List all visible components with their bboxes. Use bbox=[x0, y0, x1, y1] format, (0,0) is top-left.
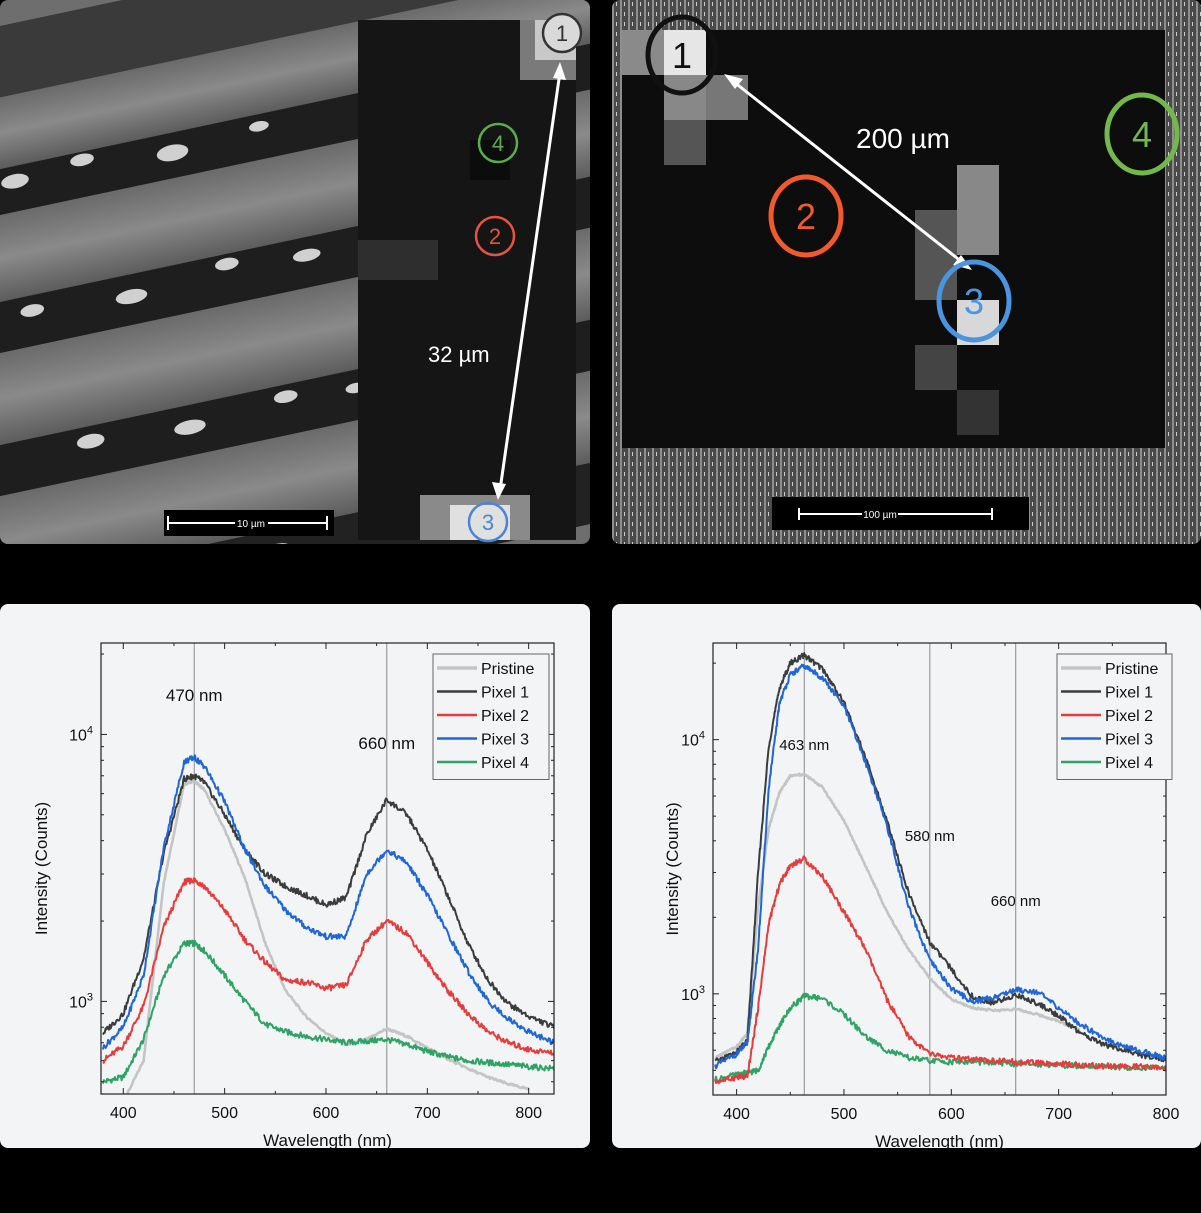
scale-bar: 100 µm bbox=[772, 497, 1029, 530]
y-tick-label: 104 bbox=[681, 730, 705, 750]
marker-1: 1 bbox=[541, 12, 583, 54]
x-tick-label: 400 bbox=[110, 1105, 137, 1122]
x-axis-label: Wavelength (nm) bbox=[875, 1132, 1004, 1148]
x-tick-label: 500 bbox=[211, 1105, 238, 1122]
series-line-pixel-1 bbox=[102, 773, 554, 1036]
legend-label: Pixel 4 bbox=[481, 755, 529, 772]
marker-3: 3 bbox=[936, 259, 1012, 343]
peak-annotation: 463 nm bbox=[779, 737, 829, 754]
legend-label: Pixel 3 bbox=[481, 732, 529, 749]
distance-arrow bbox=[492, 62, 566, 500]
peak-annotation: 660 nm bbox=[991, 893, 1041, 910]
distance-label: 32 µm bbox=[428, 342, 490, 367]
y-tick-label: 103 bbox=[69, 991, 93, 1011]
series-line-pixel-3 bbox=[102, 754, 554, 1050]
series-line-pixel-3 bbox=[714, 663, 1166, 1070]
plot-frame bbox=[712, 642, 1167, 1096]
svg-text:1: 1 bbox=[672, 35, 692, 76]
svg-text:2: 2 bbox=[796, 196, 816, 237]
marker-4: 4 bbox=[1104, 92, 1180, 176]
y-tick-label: 103 bbox=[681, 984, 705, 1004]
series-line-pixel-4 bbox=[102, 939, 554, 1084]
panel-b-image: 200 µm 1 2 3 4 100 µm bbox=[612, 0, 1201, 544]
plot-frame bbox=[100, 642, 555, 1095]
x-axis-label: Wavelength (nm) bbox=[263, 1131, 392, 1148]
spectrum-chart-left: 400 500 600 700 800 103 104 Wavelength (nm) Inte… bbox=[32, 642, 555, 1148]
svg-text:1: 1 bbox=[556, 21, 568, 46]
svg-text:10 µm: 10 µm bbox=[237, 519, 265, 530]
x-tick-label: 600 bbox=[313, 1105, 340, 1122]
y-axis-label: Intensity (Counts) bbox=[663, 802, 682, 935]
svg-text:100 µm: 100 µm bbox=[863, 510, 897, 521]
x-tick-label: 600 bbox=[938, 1106, 965, 1123]
series-line-pixel-1 bbox=[714, 652, 1166, 1063]
legend-label: Pixel 1 bbox=[481, 685, 529, 702]
legend-label: Pixel 2 bbox=[1105, 708, 1153, 725]
x-tick-label: 500 bbox=[831, 1106, 858, 1123]
marker-2: 2 bbox=[768, 174, 844, 258]
panel-a-image: 32 µm 1 4 2 3 10 µm bbox=[0, 0, 590, 544]
marker-1: 1 bbox=[645, 14, 719, 96]
distance-label: 200 µm bbox=[856, 123, 950, 154]
legend-label: Pixel 2 bbox=[481, 708, 529, 725]
legend-label: Pixel 1 bbox=[1105, 685, 1153, 702]
panel-b-sem-map: 200 µm 1 2 3 4 100 µm bbox=[612, 0, 1201, 544]
peak-annotation: 470 nm bbox=[166, 686, 223, 705]
svg-text:3: 3 bbox=[482, 510, 494, 535]
svg-text:3: 3 bbox=[964, 281, 984, 322]
y-axis-label: Intensity (Counts) bbox=[32, 802, 51, 935]
x-tick-label: 400 bbox=[723, 1106, 750, 1123]
svg-text:4: 4 bbox=[1132, 114, 1152, 155]
chart-legend: Pristine Pixel 1 Pixel 2 Pixel 3 Pixel 4 bbox=[432, 653, 550, 780]
series-line-pristine bbox=[125, 778, 530, 1094]
y-tick-label: 104 bbox=[69, 724, 93, 744]
scale-bar: 10 µm bbox=[164, 510, 334, 536]
chart-panel-left: 400 500 600 700 800 103 104 Wavelength (nm) Inte… bbox=[0, 604, 590, 1148]
x-tick-label: 700 bbox=[1045, 1106, 1072, 1123]
marker-4: 4 bbox=[477, 122, 519, 164]
legend-label: Pixel 4 bbox=[1105, 755, 1153, 772]
svg-text:2: 2 bbox=[489, 224, 501, 249]
panel-a-sem-map: 32 µm 1 4 2 3 10 µm bbox=[0, 0, 590, 544]
svg-text:4: 4 bbox=[492, 131, 504, 156]
x-tick-label: 800 bbox=[1153, 1106, 1180, 1123]
peak-annotation: 580 nm bbox=[905, 828, 955, 845]
x-tick-label: 800 bbox=[515, 1105, 542, 1122]
marker-2: 2 bbox=[474, 215, 516, 257]
peak-annotation: 660 nm bbox=[358, 734, 415, 753]
chart-panel-right: 400 500 600 700 800 103 104 Wavelength (nm) Inte… bbox=[612, 604, 1201, 1148]
pl-intensity-map bbox=[358, 20, 576, 540]
series-line-pixel-2 bbox=[102, 877, 554, 1065]
legend-label: Pristine bbox=[481, 661, 534, 678]
series-line-pixel-2 bbox=[714, 855, 1166, 1085]
legend-label: Pristine bbox=[1105, 661, 1158, 678]
spectrum-chart-right: 400 500 600 700 800 103 104 Wavelength (nm) Inte… bbox=[663, 642, 1180, 1148]
legend-label: Pixel 3 bbox=[1105, 732, 1153, 749]
marker-3: 3 bbox=[467, 501, 509, 543]
chart-legend: Pristine Pixel 1 Pixel 2 Pixel 3 Pixel 4 bbox=[1056, 653, 1173, 780]
x-tick-label: 700 bbox=[414, 1105, 441, 1122]
